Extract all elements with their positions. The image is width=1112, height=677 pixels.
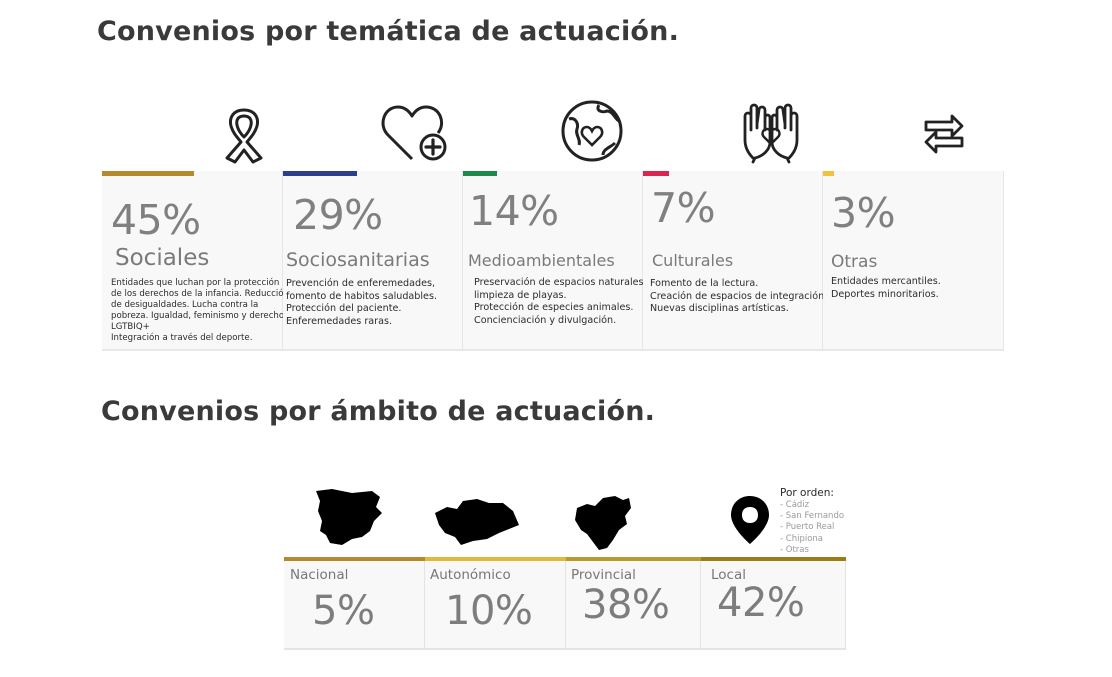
andalucia-map-icon xyxy=(433,495,521,547)
orden-item: - Puerto Real xyxy=(780,522,835,533)
card-percent: 7% xyxy=(651,184,716,232)
card-color-bar xyxy=(463,171,497,176)
orden-item: - Chipiona xyxy=(780,533,824,544)
card-color-bar xyxy=(283,171,357,176)
location-pin-icon xyxy=(729,494,771,546)
card-percent: 3% xyxy=(831,189,896,237)
card-nacional: Nacional 5% xyxy=(284,557,425,650)
card-color-bar xyxy=(566,557,701,561)
card-label: Otras xyxy=(831,252,878,272)
card-description: Entidades que luchan por la protección d… xyxy=(111,278,289,343)
card-provincial: Provincial 38% xyxy=(566,557,701,650)
orden-title: Por orden: xyxy=(780,487,834,499)
card-description: Fomento de la lectura. Creación de espac… xyxy=(650,278,828,314)
orden-item: - Otras xyxy=(780,544,809,555)
card-label: Local xyxy=(711,567,746,583)
card-local: Local 42% xyxy=(701,557,846,650)
card-percent: 5% xyxy=(312,588,375,634)
card-percent: 38% xyxy=(582,582,670,628)
card-autonomico: Autonómico 10% xyxy=(425,557,566,650)
orden-item: - Cádiz xyxy=(780,500,810,510)
card-label: Medioambientales xyxy=(468,251,615,270)
card-color-bar xyxy=(701,557,846,561)
card-label: Autonómico xyxy=(430,567,511,583)
orden-list: Por orden: - Cádiz - San Fernando - Puer… xyxy=(780,487,844,556)
card-description: Prevención de enferemedades, fomento de … xyxy=(286,278,437,327)
card-color-bar xyxy=(643,171,669,176)
card-description: Entidades mercantiles. Deportes minorita… xyxy=(831,276,941,300)
card-color-bar xyxy=(102,171,194,176)
cadiz-map-icon xyxy=(571,494,633,552)
card-label: Culturales xyxy=(652,251,734,270)
card-color-bar xyxy=(284,557,425,561)
card-otras: 3% Otras Entidades mercantiles. Deportes… xyxy=(823,171,1004,351)
exchange-arrows-icon xyxy=(924,112,964,156)
card-sociales: 45% Sociales Entidades que luchan por la… xyxy=(102,171,289,351)
card-label: Sociales xyxy=(115,245,210,271)
section-title-ambito: Convenios por ámbito de actuación. xyxy=(101,396,656,427)
card-percent: 42% xyxy=(717,580,805,626)
card-percent: 14% xyxy=(469,187,559,235)
card-percent: 29% xyxy=(293,191,383,239)
orden-item: - San Fernando xyxy=(780,511,845,522)
card-description: Preservación de espacios naturales, limp… xyxy=(474,277,647,326)
card-label: Provincial xyxy=(571,567,636,583)
card-color-bar xyxy=(425,557,566,561)
card-culturales: 7% Culturales Fomento de la lectura. Cre… xyxy=(643,171,828,351)
ribbon-icon xyxy=(215,106,273,164)
card-medioambientales: 14% Medioambientales Preservación de esp… xyxy=(463,171,647,351)
card-color-bar xyxy=(823,171,834,176)
hands-heart-icon xyxy=(739,100,803,164)
card-sociosanitarias: 29% Sociosanitarias Prevención de enfere… xyxy=(283,171,463,351)
card-percent: 10% xyxy=(445,588,533,634)
spain-map-icon xyxy=(312,487,386,547)
heart-plus-icon xyxy=(380,101,450,165)
earth-heart-icon xyxy=(559,99,625,163)
card-label: Sociosanitarias xyxy=(286,249,430,271)
section-title-tematica: Convenios por temática de actuación. xyxy=(97,16,680,47)
card-percent: 45% xyxy=(111,196,201,244)
card-label: Nacional xyxy=(290,567,349,583)
